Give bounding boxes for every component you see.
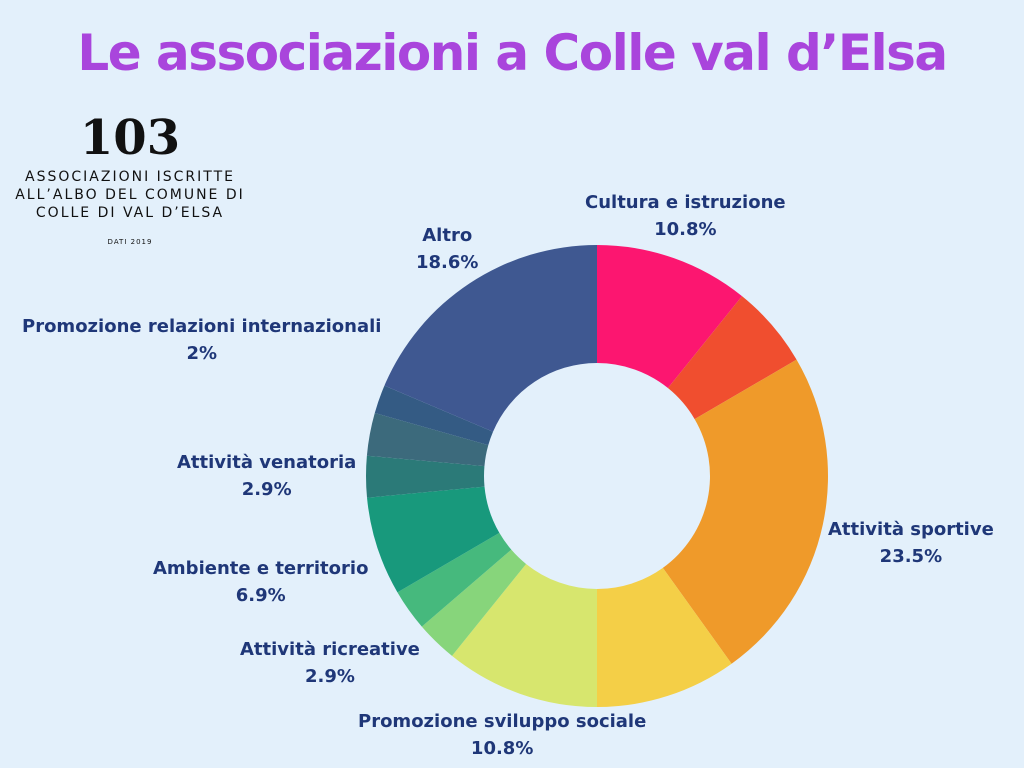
donut-slice-ambiente-e-territorio xyxy=(367,486,500,593)
donut-slice-unlabeled-3 xyxy=(597,567,732,707)
label-cultura-value: 10.8% xyxy=(654,219,717,240)
donut-slice-attivita-sportive xyxy=(662,359,828,664)
label-ambiente-name: Ambiente e territorio xyxy=(153,558,369,579)
label-sportive-value: 23.5% xyxy=(879,546,943,567)
stat-source: DATI 2019 xyxy=(107,238,153,246)
label-sportive-name: Attività sportive xyxy=(828,519,994,540)
label-relazioni-value: 2% xyxy=(186,343,218,364)
donut-slice-unlabeled-1 xyxy=(667,296,797,420)
label-venatoria: Attività venatoria 2.9% xyxy=(177,449,356,503)
label-sportive: Attività sportive 23.5% xyxy=(828,516,994,570)
label-relazioni-internazionali: Promozione relazioni internazionali 2% xyxy=(22,313,381,367)
donut-slice-unlabeled-9 xyxy=(366,412,489,467)
donut-slice-cultura-e-istruzione xyxy=(597,245,742,389)
donut-slice-promozione-sviluppo-sociale xyxy=(452,563,597,707)
label-ambiente: Ambiente e territorio 6.9% xyxy=(153,555,368,609)
donut-slice-attivita-venatoria xyxy=(366,455,485,498)
label-sviluppo-sociale: Promozione sviluppo sociale 10.8% xyxy=(358,708,646,762)
label-ricreative-name: Attività ricreative xyxy=(240,639,420,660)
label-ambiente-value: 6.9% xyxy=(235,585,286,606)
label-altro-value: 18.6% xyxy=(416,252,479,273)
label-venatoria-value: 2.9% xyxy=(241,479,292,500)
label-sviluppo-sociale-name: Promozione sviluppo sociale xyxy=(358,711,647,732)
donut-slice-promozione-relazioni-internazionali xyxy=(374,385,494,446)
label-ricreative: Attività ricreative 2.9% xyxy=(240,636,420,690)
label-venatoria-name: Attività venatoria xyxy=(177,452,357,473)
label-cultura-name: Cultura e istruzione xyxy=(585,192,786,213)
page-title: Le associazioni a Colle val d’Elsa xyxy=(77,24,948,82)
label-relazioni-name: Promozione relazioni internazionali xyxy=(22,316,382,337)
label-sviluppo-sociale-value: 10.8% xyxy=(470,738,534,759)
donut-slice-altro xyxy=(384,244,597,432)
donut-slice-attivita-ricreative xyxy=(421,549,527,656)
stat-caption: ASSOCIAZIONI ISCRITTE ALL’ALBO DEL COMUN… xyxy=(15,169,245,221)
stat-block: 103 ASSOCIAZIONI ISCRITTE ALL’ALBO DEL C… xyxy=(10,110,250,246)
label-altro-name: Altro xyxy=(422,225,473,246)
label-altro: Altro 18.6% xyxy=(416,222,478,276)
donut-slice-unlabeled-6 xyxy=(397,532,512,627)
label-cultura: Cultura e istruzione 10.8% xyxy=(585,189,786,243)
label-ricreative-value: 2.9% xyxy=(304,666,355,687)
stat-number: 103 xyxy=(79,110,181,166)
